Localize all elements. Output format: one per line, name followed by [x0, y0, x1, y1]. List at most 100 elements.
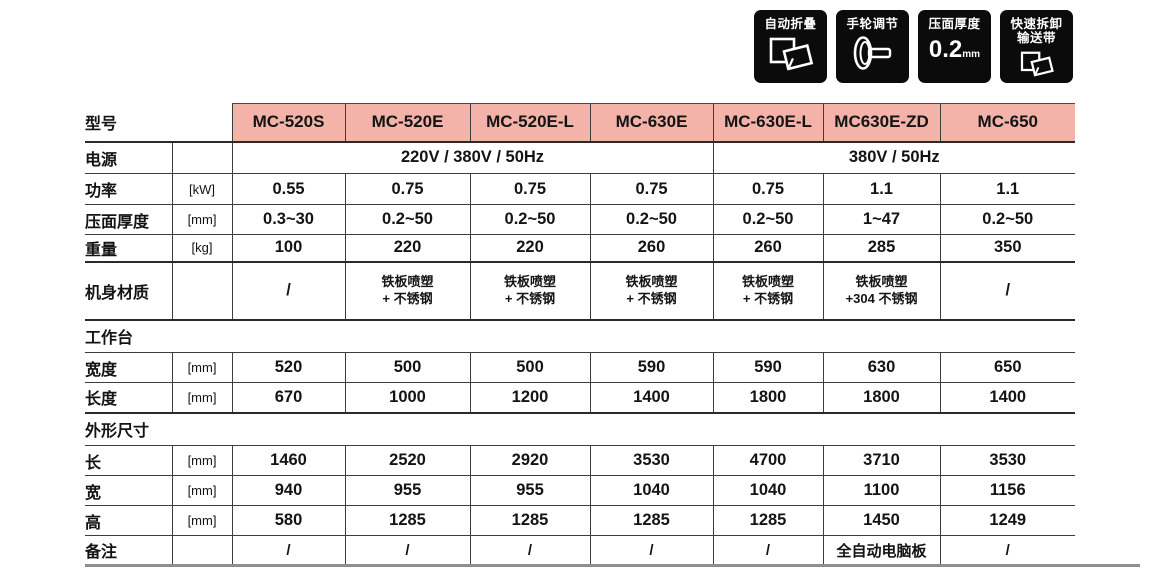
value-cell: 0.55 — [231, 173, 346, 205]
value-cell: 1460 — [231, 445, 346, 476]
value-cell: 4700 — [712, 445, 824, 476]
model-header-row: 型号 MC-520S MC-520E MC-520E-L MC-630E MC-… — [85, 103, 1076, 143]
material-row: 机身材质 / 铁板喷塑 + 不锈钢 铁板喷塑 + 不锈钢 铁板喷塑 + 不锈钢 … — [85, 261, 1076, 321]
worktable-length-row: 长度 [mm] 670 1000 1200 1400 1800 1800 140… — [85, 382, 1076, 414]
row-label: 高 — [85, 505, 172, 536]
value-cell: / — [231, 535, 346, 567]
badge-thickness-value: 0.2mm — [929, 38, 980, 62]
value-cell: 铁板喷塑 + 不锈钢 — [712, 261, 824, 321]
unit-cell: [mm] — [171, 382, 233, 414]
value-cell: 580 — [231, 505, 346, 536]
power-row: 电源 220V / 380V / 50Hz 380V / 50Hz — [85, 141, 1076, 174]
value-cell: 2920 — [469, 445, 591, 476]
unit-cell: [kg] — [171, 234, 233, 263]
unit-cell: [mm] — [171, 475, 233, 506]
value-cell: 铁板喷塑 + 不锈钢 — [344, 261, 471, 321]
value-cell: 0.75 — [344, 173, 471, 205]
value-cell: 940 — [231, 475, 346, 506]
row-label: 重量 — [85, 234, 172, 263]
power-kw-row: 功率 [kW] 0.55 0.75 0.75 0.75 0.75 1.1 1.1 — [85, 173, 1076, 205]
model-header-cell: MC-650 — [939, 103, 1076, 143]
model-header-cell: MC630E-ZD — [822, 103, 941, 143]
value-cell: 2520 — [344, 445, 471, 476]
section-label-dimensions: 外形尺寸 — [85, 412, 1076, 446]
badge-auto-fold: 自动折叠 — [754, 10, 827, 83]
value-cell: 1800 — [712, 382, 824, 414]
worktable-width-row: 宽度 [mm] 520 500 500 590 590 630 650 — [85, 352, 1076, 383]
model-header-cell: MC-520E — [344, 103, 471, 143]
unit-cell-empty — [171, 261, 233, 321]
model-header-cell: MC-630E — [589, 103, 714, 143]
value-cell: 1156 — [939, 475, 1076, 506]
value-cell: 0.2~50 — [344, 204, 471, 235]
value-cell: 1285 — [344, 505, 471, 536]
dim-height-row: 高 [mm] 580 1285 1285 1285 1285 1450 1249 — [85, 505, 1076, 536]
handwheel-icon — [850, 34, 896, 79]
value-cell: 铁板喷塑 + 不锈钢 — [589, 261, 714, 321]
value-cell: / — [589, 535, 714, 567]
value-cell: / — [469, 535, 591, 567]
value-cell: 1285 — [712, 505, 824, 536]
unit-cell-empty — [171, 141, 233, 174]
value-cell: 630 — [822, 352, 941, 383]
value-cell: 1249 — [939, 505, 1076, 536]
model-header-cell: MC-520E-L — [469, 103, 591, 143]
badge-thickness-label: 压面厚度 — [928, 17, 981, 31]
section-label-worktable: 工作台 — [85, 319, 1076, 353]
value-cell: 1.1 — [939, 173, 1076, 205]
value-cell: 1100 — [822, 475, 941, 506]
row-label: 长度 — [85, 382, 172, 414]
value-cell: 1285 — [469, 505, 591, 536]
value-cell: 0.2~50 — [469, 204, 591, 235]
badge-auto-fold-label: 自动折叠 — [764, 17, 817, 31]
row-label: 宽 — [85, 475, 172, 506]
unit-cell: [mm] — [171, 445, 233, 476]
value-cell: 285 — [822, 234, 941, 263]
value-cell: 0.75 — [469, 173, 591, 205]
dimensions-section-row: 外形尺寸 — [85, 412, 1076, 446]
model-header-label: 型号 — [85, 103, 233, 143]
value-cell: 0.2~50 — [939, 204, 1076, 235]
spec-table: 型号 MC-520S MC-520E MC-520E-L MC-630E MC-… — [85, 103, 1076, 567]
badge-handwheel: 手轮调节 — [836, 10, 909, 83]
value-cell: 1800 — [822, 382, 941, 414]
model-header-cell: MC-630E-L — [712, 103, 824, 143]
row-label: 电源 — [85, 141, 172, 174]
power-span-2: 380V / 50Hz — [712, 141, 1076, 174]
worktable-section-row: 工作台 — [85, 319, 1076, 353]
value-cell: 0.75 — [589, 173, 714, 205]
value-cell: 1~47 — [822, 204, 941, 235]
value-cell: 955 — [344, 475, 471, 506]
value-cell: 220 — [469, 234, 591, 263]
value-cell: 350 — [939, 234, 1076, 263]
unit-cell: [mm] — [171, 204, 233, 235]
value-cell: 0.75 — [712, 173, 824, 205]
unit-cell: [kW] — [171, 173, 233, 205]
thickness-unit: mm — [962, 49, 981, 61]
value-cell: 670 — [231, 382, 346, 414]
row-label: 备注 — [85, 535, 172, 567]
value-cell: 3530 — [939, 445, 1076, 476]
badge-thickness: 压面厚度 0.2mm — [918, 10, 991, 83]
power-span-1: 220V / 380V / 50Hz — [231, 141, 714, 174]
value-cell: 0.2~50 — [589, 204, 714, 235]
value-cell: 0.3~30 — [231, 204, 346, 235]
thickness-row: 压面厚度 [mm] 0.3~30 0.2~50 0.2~50 0.2~50 0.… — [85, 204, 1076, 235]
row-label: 宽度 — [85, 352, 172, 383]
value-cell: 590 — [712, 352, 824, 383]
quick-release-line1: 快速拆卸 — [1010, 17, 1063, 31]
value-cell: 590 — [589, 352, 714, 383]
value-cell: 1200 — [469, 382, 591, 414]
value-cell: 520 — [231, 352, 346, 383]
value-cell: 955 — [469, 475, 591, 506]
dim-width-row: 宽 [mm] 940 955 955 1040 1040 1100 1156 — [85, 475, 1076, 506]
badge-handwheel-label: 手轮调节 — [846, 17, 899, 31]
weight-row: 重量 [kg] 100 220 220 260 260 285 350 — [85, 234, 1076, 263]
badge-quick-release: 快速拆卸 输送带 — [1000, 10, 1073, 83]
value-cell: 1450 — [822, 505, 941, 536]
remarks-row: 备注 / / / / / 全自动电脑板 / — [85, 535, 1076, 567]
unit-cell-empty — [171, 535, 233, 567]
row-label: 压面厚度 — [85, 204, 172, 235]
value-cell: 1400 — [939, 382, 1076, 414]
